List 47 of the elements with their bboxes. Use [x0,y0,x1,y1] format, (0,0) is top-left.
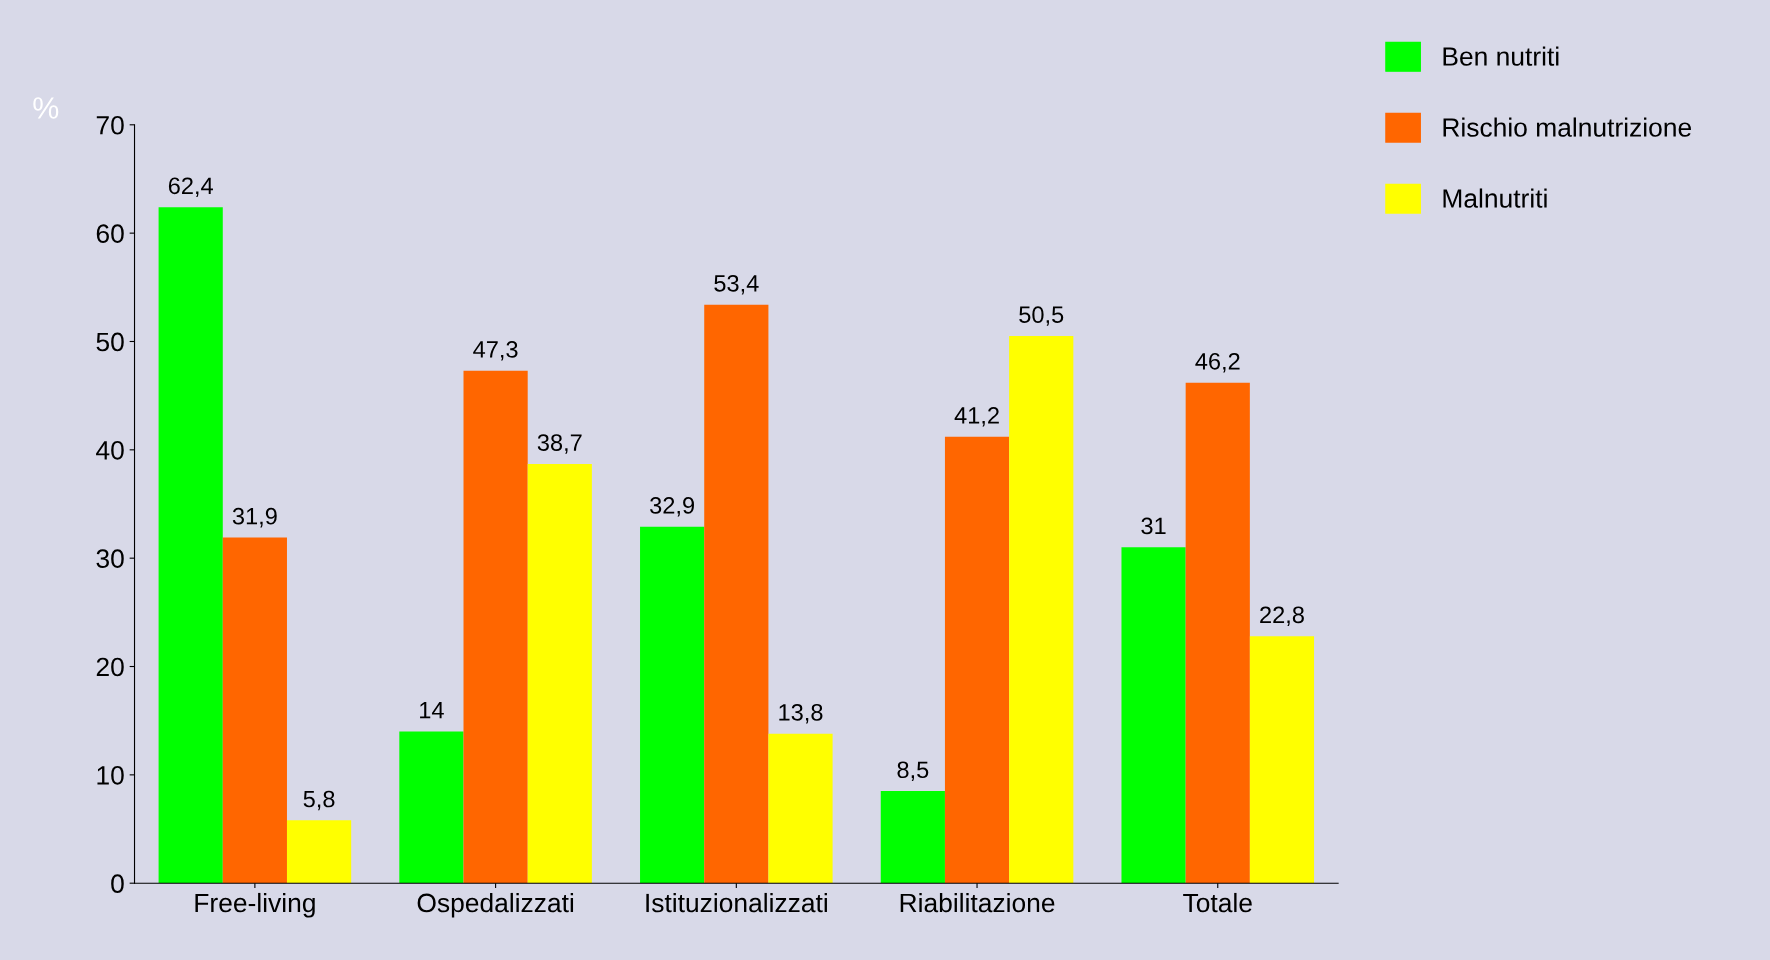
bar [463,370,528,884]
data-label: 5,8 [303,790,335,811]
legend-label: Ben nutriti [1443,46,1559,66]
y-tick-label: 10 [97,765,124,785]
y-axis-title: % [33,97,59,119]
bar [1009,336,1074,884]
data-label: 22,8 [1260,606,1304,626]
bar [704,304,769,884]
data-label: 32,9 [650,497,694,517]
y-tick-label: 30 [96,549,124,568]
bar [1121,547,1186,884]
data-label: 46,2 [1195,352,1240,373]
bar [158,207,223,884]
x-tick-label: Free-living [195,892,315,918]
bar [640,526,705,884]
bar [399,731,464,884]
data-label: 31 [1141,517,1166,535]
x-tick-label: Istituzionalizzati [646,892,827,913]
y-tick-label: 40 [96,440,124,460]
bar [527,463,592,884]
x-tick-label: Riabilitazione [900,892,1055,913]
data-label: 50,5 [1019,306,1064,326]
data-label: 31,9 [232,507,277,528]
data-label: 13,8 [779,703,823,724]
bar [286,820,352,884]
y-tick-label: 50 [96,332,124,352]
x-tick-label: Totale [1183,892,1252,913]
legend-label: Malnutriti [1443,188,1547,208]
y-tick-label: 60 [96,224,124,243]
bar [880,791,945,884]
y-tick-label: 70 [96,115,124,135]
data-label: 8,5 [897,761,929,781]
x-tick-label: Ospedalizzati [417,892,574,918]
data-label: 14 [420,702,444,719]
bar [1185,382,1250,884]
bar [768,733,833,884]
bar [1249,636,1315,884]
legend-label: Rischio malnutrizione [1443,117,1691,137]
bar [944,436,1010,884]
data-label: 62,4 [168,177,213,197]
y-tick-label: 20 [96,657,124,677]
bar [222,537,287,884]
y-tick-label: 0 [111,874,124,894]
data-label: 47,3 [473,341,518,361]
data-label: 53,4 [714,274,759,295]
data-label: 38,7 [537,434,582,454]
data-label: 41,2 [954,407,999,427]
